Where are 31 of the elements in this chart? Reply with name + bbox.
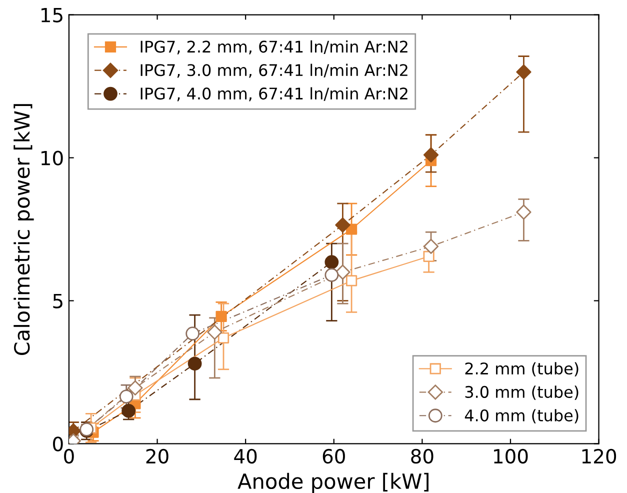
point	[423, 147, 439, 162]
point	[423, 250, 434, 262]
x-tick-label: 20	[146, 448, 168, 464]
point	[218, 332, 230, 344]
point	[516, 64, 532, 80]
point	[207, 324, 222, 340]
legend-label: 4.0 mm (tube)	[464, 409, 578, 424]
x-tick-label: 40	[234, 448, 257, 464]
legend-label: IPG7, 4.0 mm, 67:41 ln/min Ar:N2	[140, 87, 408, 102]
point	[335, 217, 350, 233]
legend-label: IPG7, 3.0 mm, 67:41 ln/min Ar:N2	[140, 64, 408, 78]
y-tick-label: 0	[53, 436, 63, 452]
point	[216, 310, 227, 322]
x-tick-label: 100	[494, 448, 528, 464]
point	[423, 238, 439, 254]
y-axis-title: Calorimetric power [kW]	[14, 104, 34, 355]
y-tick-label: 10	[42, 150, 63, 166]
x-axis-title: Anode power [kW]	[238, 472, 428, 493]
point	[128, 380, 143, 396]
point	[335, 264, 350, 280]
legend-label: IPG7, 2.2 mm, 67:41 ln/min Ar:N2	[140, 40, 408, 54]
point	[346, 275, 358, 286]
y-tick-label: 5	[53, 294, 62, 308]
legend-label: 2.2 mm (tube)	[465, 362, 578, 376]
legend-label: 3.0 mm (tube)	[465, 386, 578, 400]
x-tick-label: 120	[582, 448, 616, 464]
x-tick-label: 60	[322, 448, 345, 464]
x-tick-label: 0	[64, 448, 74, 464]
y-tick-label: 15	[42, 8, 62, 22]
x-tick-label: 80	[411, 448, 434, 464]
point	[516, 204, 532, 220]
